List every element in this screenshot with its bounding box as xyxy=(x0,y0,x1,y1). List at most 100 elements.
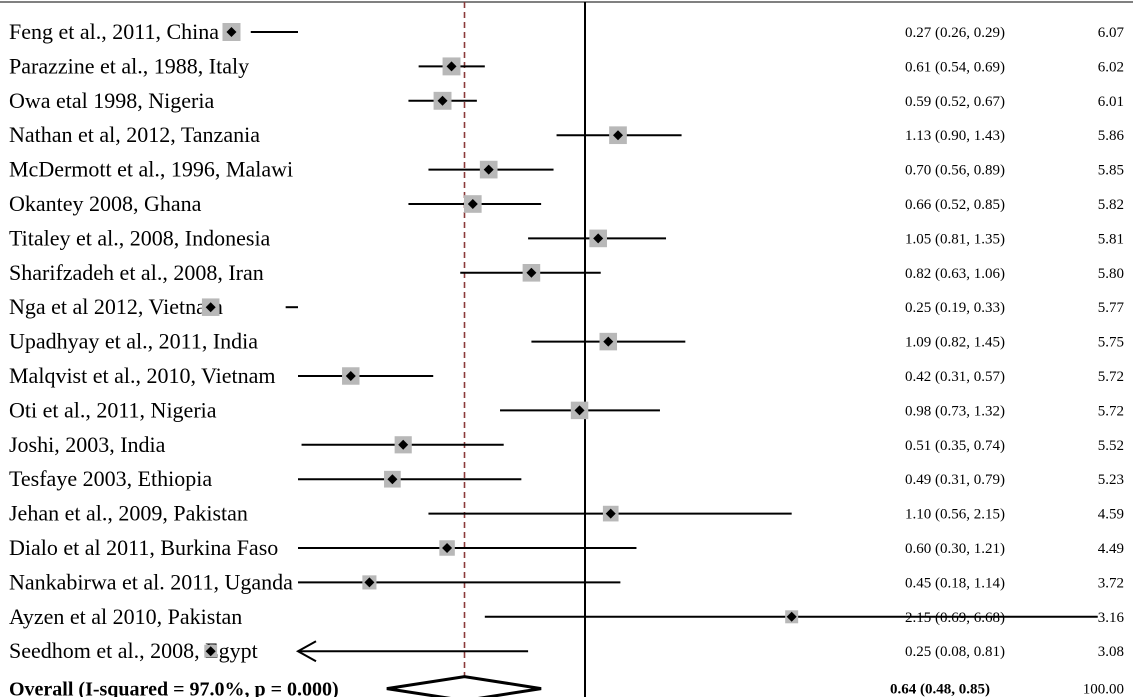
ci-text: 0.98 (0.73, 1.32) xyxy=(905,403,1005,419)
study-row: Nankabirwa et al. 2011, Uganda 0.45 (0.18… xyxy=(9,569,1124,594)
weight-text: 4.59 xyxy=(1098,507,1124,523)
study-label: Joshi, 2003, India xyxy=(9,432,166,457)
study-label: Upadhyay et al., 2011, India xyxy=(9,329,258,354)
weight-text: 5.23 xyxy=(1098,472,1124,488)
study-row: Feng et al., 2011, China 0.27 (0.26, 0.29… xyxy=(9,19,1125,44)
ci-text: 0.25 (0.08, 0.81) xyxy=(905,644,1005,660)
point-estimate xyxy=(205,302,216,313)
point-estimate xyxy=(603,336,614,347)
point-estimate xyxy=(574,405,585,416)
weight-text: 6.01 xyxy=(1098,94,1124,110)
study-label: Dialo et al 2011, Burkina Faso xyxy=(9,535,278,560)
ci-text: 0.45 (0.18, 1.14) xyxy=(905,575,1005,591)
study-row: Joshi, 2003, India 0.51 (0.35, 0.74) 5.52 xyxy=(9,432,1124,457)
ci-text: 2.15 (0.69, 6.68) xyxy=(905,610,1005,626)
weight-text: 6.07 xyxy=(1098,25,1125,41)
point-estimate xyxy=(467,199,478,209)
point-estimate xyxy=(593,233,604,244)
study-label: Tesfaye 2003, Ethiopia xyxy=(9,466,212,491)
ci-text: 1.05 (0.81, 1.35) xyxy=(905,231,1005,247)
weight-text: 5.72 xyxy=(1098,403,1124,419)
ci-text: 0.25 (0.19, 0.33) xyxy=(905,300,1005,316)
study-row: Ayzen et al 2010, Pakistan 2.15 (0.69, 6.… xyxy=(9,604,1125,629)
overall-label: Overall (I-squared = 97.0%, p = 0.000) xyxy=(9,679,339,697)
point-estimate xyxy=(437,95,448,106)
ci-text: 0.66 (0.52, 0.85) xyxy=(905,197,1005,213)
study-label: Nga et al 2012, Vietnam xyxy=(9,294,223,319)
study-label: Sharifzadeh et al., 2008, Iran xyxy=(9,260,264,285)
study-row: Jehan et al., 2009, Pakistan 1.10 (0.56, … xyxy=(9,501,1124,526)
overall-weight-text: 100.00 xyxy=(1083,682,1124,697)
weight-text: 3.08 xyxy=(1098,644,1124,660)
study-row: Sharifzadeh et al., 2008, Iran 0.82 (0.63… xyxy=(9,260,1124,285)
weight-text: 4.49 xyxy=(1098,541,1124,557)
study-label: McDermott et al., 1996, Malawi xyxy=(9,157,293,182)
ci-text: 0.59 (0.52, 0.67) xyxy=(905,94,1005,110)
study-row: Dialo et al 2011, Burkina Faso 0.60 (0.30… xyxy=(9,535,1124,560)
weight-text: 5.81 xyxy=(1098,231,1124,247)
overall-ci-text: 0.64 (0.48, 0.85) xyxy=(890,682,990,697)
ci-text: 0.70 (0.56, 0.89) xyxy=(905,163,1005,179)
point-estimate xyxy=(205,646,216,657)
weight-text: 3.72 xyxy=(1098,575,1124,591)
study-row: Oti et al., 2011, Nigeria 0.98 (0.73, 1.3… xyxy=(9,397,1124,422)
ci-text: 0.82 (0.63, 1.06) xyxy=(905,266,1005,282)
point-estimate xyxy=(483,164,494,175)
study-row: Seedhom et al., 2008, Egypt 0.25 (0.08, 0… xyxy=(9,638,1124,663)
weight-text: 5.75 xyxy=(1098,335,1124,351)
weight-text: 5.77 xyxy=(1098,300,1125,316)
point-estimate xyxy=(387,474,398,485)
study-label: Nankabirwa et al. 2011, Uganda xyxy=(9,569,293,594)
point-estimate xyxy=(345,371,356,381)
study-row: Titaley et al., 2008, Indonesia 1.05 (0.8… xyxy=(9,225,1124,250)
ci-text: 0.42 (0.31, 0.57) xyxy=(905,369,1005,385)
study-row: Upadhyay et al., 2011, India 1.09 (0.82, … xyxy=(9,329,1124,354)
study-row: McDermott et al., 1996, Malawi 0.70 (0.56… xyxy=(9,157,1124,182)
weight-text: 3.16 xyxy=(1098,610,1125,626)
ci-text: 1.09 (0.82, 1.45) xyxy=(905,335,1005,351)
study-row: Tesfaye 2003, Ethiopia 0.49 (0.31, 0.79) 5… xyxy=(9,466,1124,491)
study-label: Feng et al., 2011, China xyxy=(9,19,219,44)
study-label: Parazzine et al., 1988, Italy xyxy=(9,53,249,78)
study-label: Ayzen et al 2010, Pakistan xyxy=(9,604,242,629)
study-label: Oti et al., 2011, Nigeria xyxy=(9,397,217,422)
study-label: Malqvist et al., 2010, Vietnam xyxy=(9,363,276,388)
weight-text: 5.80 xyxy=(1098,266,1124,282)
weight-text: 6.02 xyxy=(1098,59,1124,75)
point-estimate xyxy=(605,508,616,519)
point-estimate xyxy=(226,27,237,37)
study-row: Parazzine et al., 1988, Italy 0.61 (0.54,… xyxy=(9,53,1124,78)
truncation-arrow xyxy=(295,640,317,663)
ci-text: 1.10 (0.56, 2.15) xyxy=(905,507,1005,523)
study-row: Owa etal 1998, Nigeria 0.59 (0.52, 0.67) 6… xyxy=(9,88,1124,113)
ci-text: 0.49 (0.31, 0.79) xyxy=(905,472,1005,488)
weight-text: 5.52 xyxy=(1098,438,1124,454)
point-estimate xyxy=(612,130,623,141)
study-row: Nathan et al, 2012, Tanzania 1.13 (0.90, … xyxy=(9,122,1125,147)
study-label: Seedhom et al., 2008, Egypt xyxy=(9,638,258,663)
weight-text: 5.72 xyxy=(1098,369,1124,385)
study-label: Okantey 2008, Ghana xyxy=(9,191,202,216)
ci-text: 1.13 (0.90, 1.43) xyxy=(905,128,1005,144)
weight-text: 5.82 xyxy=(1098,197,1124,213)
point-estimate xyxy=(786,611,797,622)
point-estimate xyxy=(446,61,457,72)
ci-text: 0.51 (0.35, 0.74) xyxy=(905,438,1005,454)
weight-text: 5.86 xyxy=(1098,128,1125,144)
ci-text: 0.27 (0.26, 0.29) xyxy=(905,25,1005,41)
study-label: Jehan et al., 2009, Pakistan xyxy=(9,501,248,526)
ci-text: 0.61 (0.54, 0.69) xyxy=(905,59,1005,75)
study-label: Nathan et al, 2012, Tanzania xyxy=(9,122,260,147)
weight-text: 5.85 xyxy=(1098,163,1124,179)
point-estimate xyxy=(364,577,375,588)
study-label: Owa etal 1998, Nigeria xyxy=(9,88,214,113)
point-estimate xyxy=(398,439,409,450)
study-row: Okantey 2008, Ghana 0.66 (0.52, 0.85) 5.82 xyxy=(9,191,1124,216)
study-row: Nga et al 2012, Vietnam 0.25 (0.19, 0.33)… xyxy=(9,294,1125,319)
ci-text: 0.60 (0.30, 1.21) xyxy=(905,541,1005,557)
point-estimate xyxy=(526,267,537,278)
study-row: Malqvist et al., 2010, Vietnam 0.42 (0.31… xyxy=(9,363,1124,388)
study-label: Titaley et al., 2008, Indonesia xyxy=(9,225,271,250)
overall-diamond xyxy=(386,675,542,697)
